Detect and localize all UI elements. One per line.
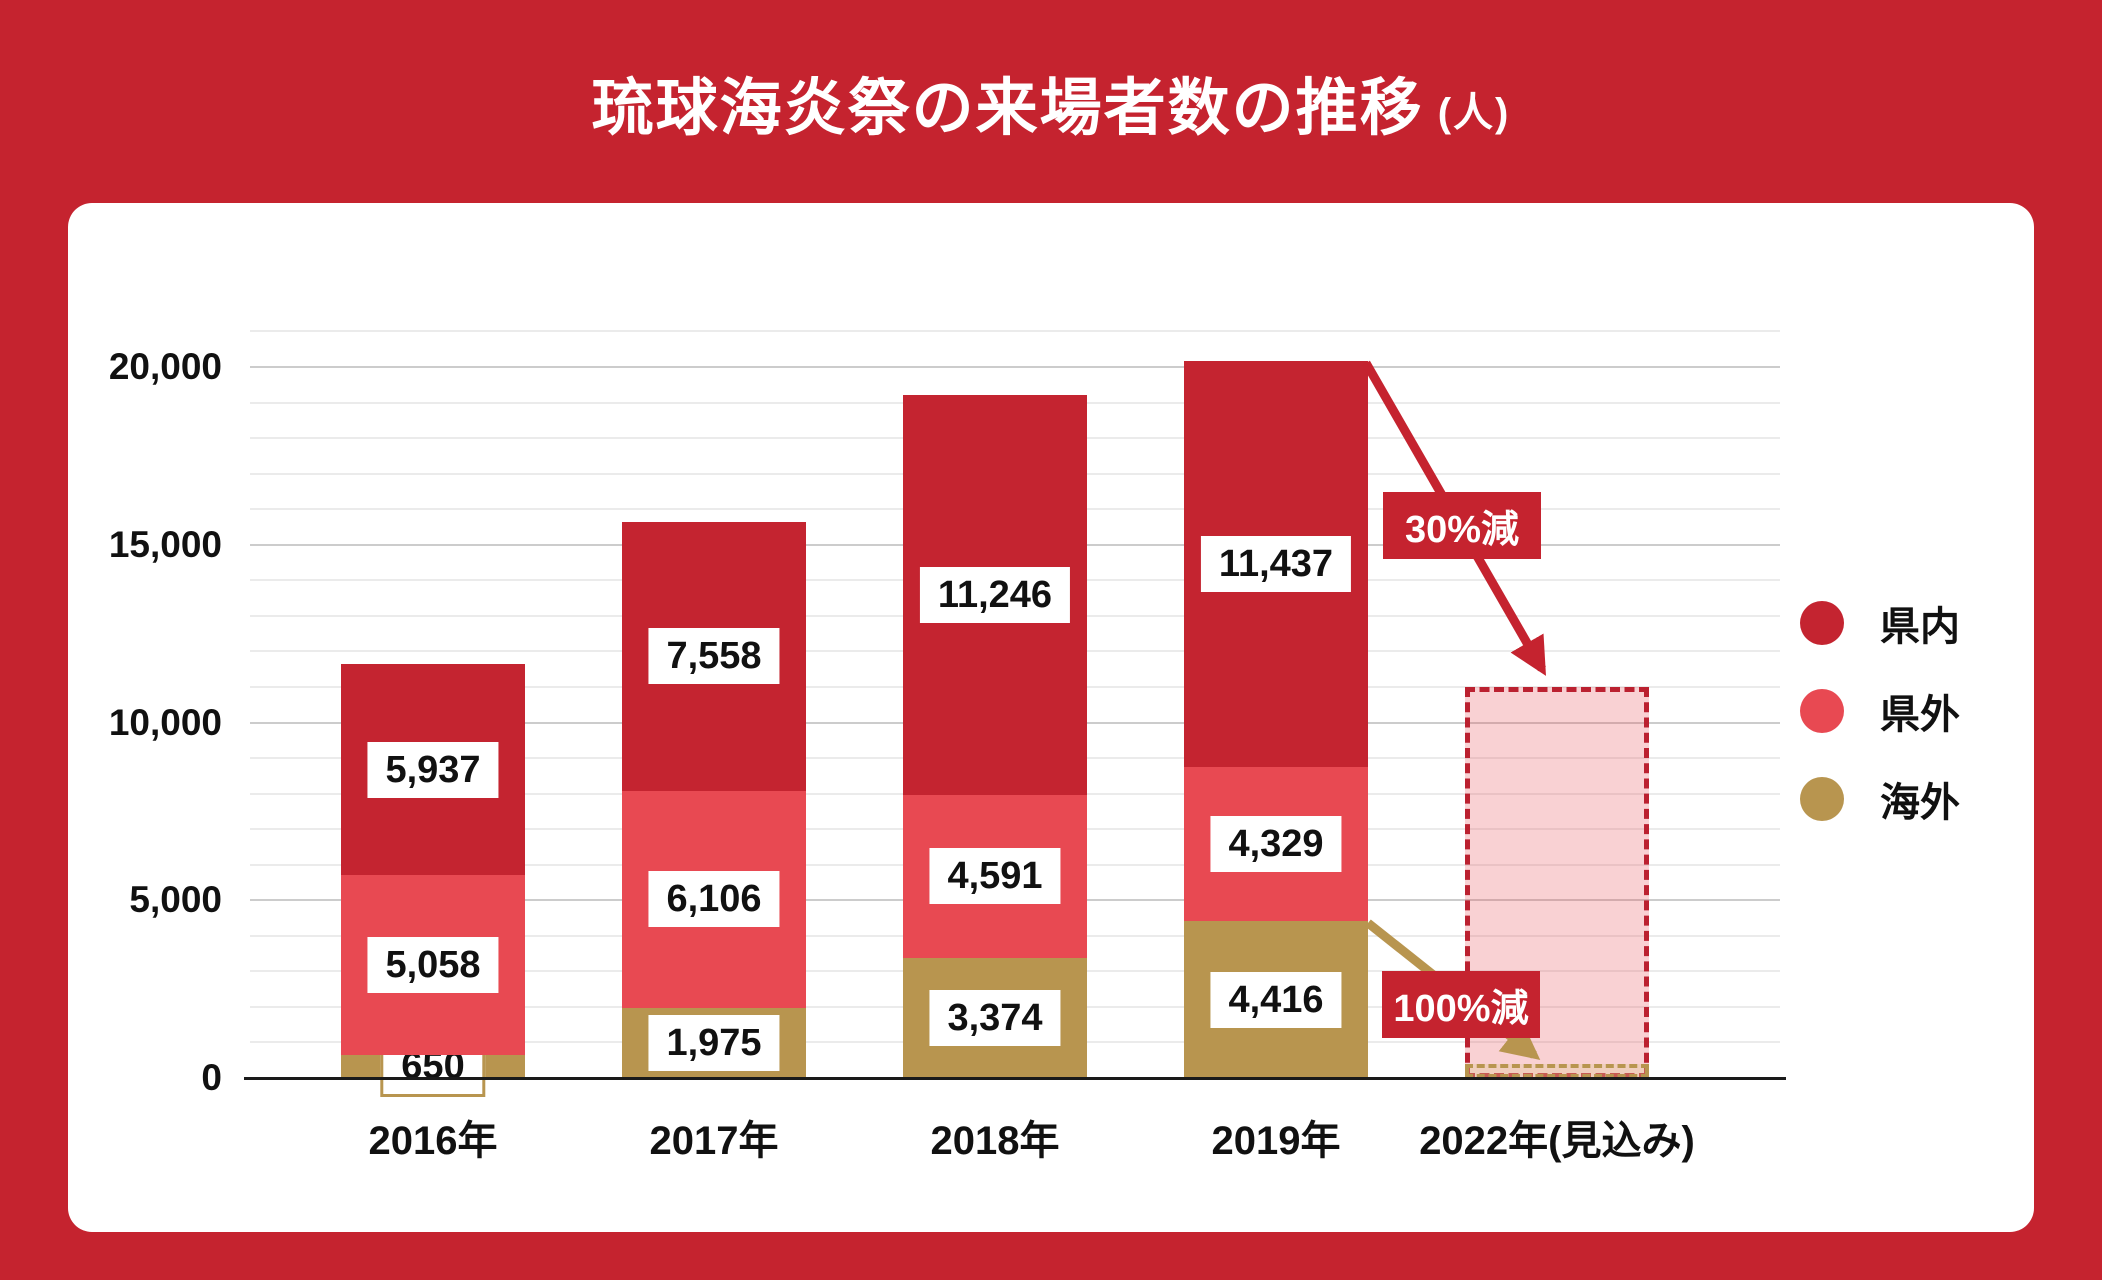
annotation-30-percent: 30%減 — [1383, 492, 1541, 559]
plot-area: 0 5,000 10,000 15,000 20,000 2016年 650 5,058 5,9… — [68, 203, 2034, 1232]
legend-item-kennai: 県内 — [1800, 579, 1960, 667]
legend-item-kaigai: 海外 — [1800, 755, 1960, 843]
legend-dot-kaigai — [1800, 777, 1844, 821]
x-axis-label: 2019年 — [1211, 1119, 1341, 1163]
value-label: 5,937 — [367, 741, 499, 798]
y-axis-tick-label: 20,000 — [108, 346, 222, 387]
value-label: 1,975 — [648, 1014, 780, 1071]
value-label: 11,246 — [919, 566, 1071, 623]
value-label: 3,374 — [929, 990, 1061, 1047]
legend-item-kengai: 県外 — [1800, 667, 1960, 755]
y-axis-tick-label: 10,000 — [108, 701, 222, 743]
legend-label-kennai: 県内 — [1880, 605, 1960, 649]
gridline — [250, 330, 1780, 333]
legend-dot-kennai — [1800, 601, 1844, 645]
x-axis-label: 2017年 — [649, 1119, 779, 1163]
page-title: 琉球海炎祭の来場者数の推移 (人) — [0, 0, 2102, 203]
y-axis-tick-label: 15,000 — [108, 523, 222, 565]
x-axis-line — [244, 1077, 1786, 1080]
legend-dot-kengai — [1800, 689, 1844, 733]
value-label: 7,558 — [648, 628, 780, 685]
value-label: 4,591 — [929, 848, 1061, 905]
legend-label-kengai: 県外 — [1880, 693, 1960, 737]
value-label: 6,106 — [648, 871, 780, 928]
value-label: 5,058 — [367, 936, 499, 993]
x-axis-label: 2018年 — [930, 1119, 1060, 1163]
legend-label-kaigai: 海外 — [1880, 781, 1960, 825]
value-label: 4,416 — [1210, 971, 1342, 1028]
x-axis-label: 2022年(見込み) — [1419, 1119, 1695, 1163]
y-axis-tick-label: 5,000 — [129, 879, 222, 921]
title-text: 琉球海炎祭の来場者数の推移 — [591, 73, 1424, 143]
legend: 県内 県外 海外 — [1800, 579, 1960, 843]
value-label: 11,437 — [1200, 535, 1352, 592]
value-label: 4,329 — [1210, 816, 1342, 873]
x-axis-label: 2016年 — [368, 1119, 498, 1163]
forecast-overseas-strip — [1465, 1064, 1649, 1078]
y-axis-tick-label: 0 — [201, 1057, 222, 1098]
chart-panel: 0 5,000 10,000 15,000 20,000 2016年 650 5,058 5,9… — [68, 203, 2034, 1232]
title-unit: (人) — [1437, 90, 1511, 135]
annotation-100-percent: 100%減 — [1382, 971, 1540, 1038]
gridline — [250, 366, 1780, 368]
